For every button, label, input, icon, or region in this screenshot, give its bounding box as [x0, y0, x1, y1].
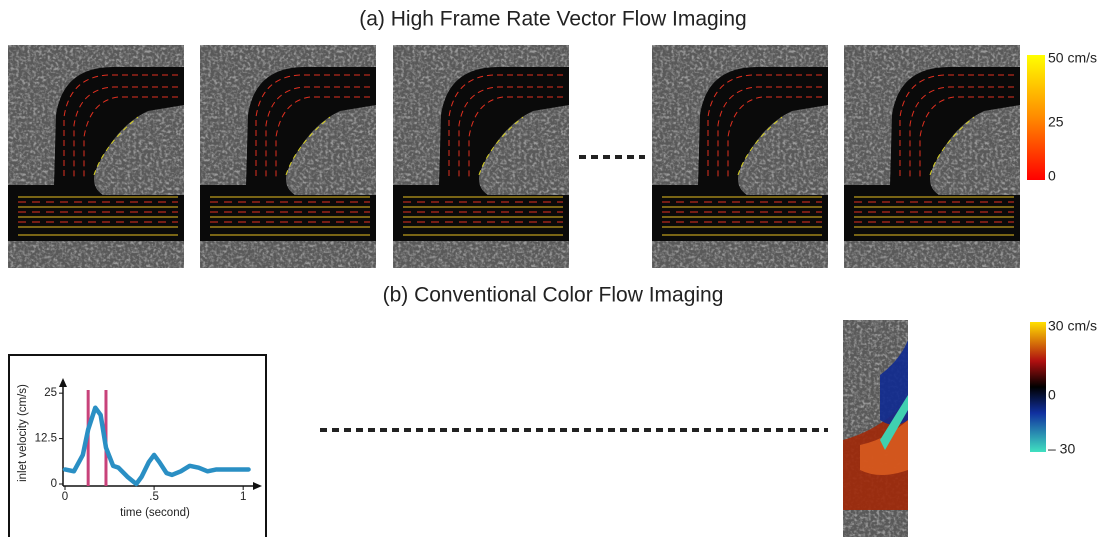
frame-image	[652, 45, 828, 268]
colorbar-label: 0	[1048, 387, 1056, 403]
x-tick-label: .5	[149, 491, 159, 503]
vector-flow-frames	[8, 45, 1020, 268]
colorbar-label: 50 cm/s	[1048, 50, 1097, 66]
color-flow-image	[843, 320, 908, 537]
y-tick-label: 25	[44, 387, 57, 399]
frame-image	[200, 45, 376, 268]
x-tick-label: 0	[62, 491, 68, 503]
x-axis-label: time (second)	[120, 507, 190, 519]
colorbar-label: 30 cm/s	[1048, 318, 1097, 334]
panel-b-title: (b) Conventional Color Flow Imaging	[383, 284, 724, 307]
panel-a-title: (a) High Frame Rate Vector Flow Imaging	[359, 8, 746, 31]
frame-image	[844, 45, 1020, 268]
colorbar-label: 0	[1048, 168, 1056, 184]
figure: (a) High Frame Rate Vector Flow Imaging …	[0, 0, 1107, 537]
y-tick-label: 0	[51, 478, 57, 490]
y-axis-label: inlet velocity (cm/s)	[17, 384, 29, 482]
colorbar	[1030, 322, 1046, 452]
y-tick-label: 12.5	[35, 433, 57, 445]
colorbar	[1027, 55, 1045, 180]
colorbar-label: – 30	[1048, 441, 1075, 457]
frame-image	[8, 45, 184, 268]
frame-image	[393, 45, 569, 268]
x-tick-label: 1	[240, 491, 246, 503]
colorbar-label: 25	[1048, 114, 1064, 130]
